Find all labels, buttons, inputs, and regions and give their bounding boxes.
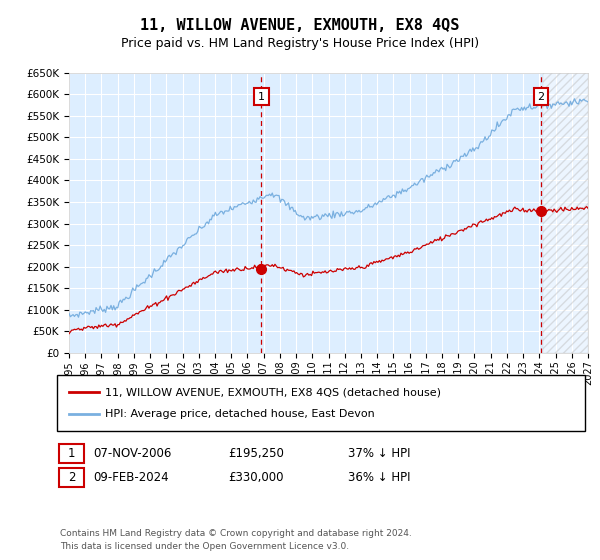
Text: Contains HM Land Registry data © Crown copyright and database right 2024.
This d: Contains HM Land Registry data © Crown c… xyxy=(60,529,412,550)
Text: 11, WILLOW AVENUE, EXMOUTH, EX8 4QS (detached house): 11, WILLOW AVENUE, EXMOUTH, EX8 4QS (det… xyxy=(105,387,441,397)
Text: 2: 2 xyxy=(538,92,545,101)
Text: 07-NOV-2006: 07-NOV-2006 xyxy=(93,446,172,460)
Text: £195,250: £195,250 xyxy=(228,446,284,460)
Bar xyxy=(544,73,588,353)
Text: Price paid vs. HM Land Registry's House Price Index (HPI): Price paid vs. HM Land Registry's House … xyxy=(121,37,479,50)
Text: 1: 1 xyxy=(257,92,265,101)
Text: 36% ↓ HPI: 36% ↓ HPI xyxy=(348,471,410,484)
Text: £330,000: £330,000 xyxy=(228,471,284,484)
Text: HPI: Average price, detached house, East Devon: HPI: Average price, detached house, East… xyxy=(105,409,375,419)
Text: 2: 2 xyxy=(68,471,75,484)
Text: 11, WILLOW AVENUE, EXMOUTH, EX8 4QS: 11, WILLOW AVENUE, EXMOUTH, EX8 4QS xyxy=(140,18,460,32)
Text: 09-FEB-2024: 09-FEB-2024 xyxy=(93,471,169,484)
Text: 1: 1 xyxy=(68,446,75,460)
Text: 37% ↓ HPI: 37% ↓ HPI xyxy=(348,446,410,460)
